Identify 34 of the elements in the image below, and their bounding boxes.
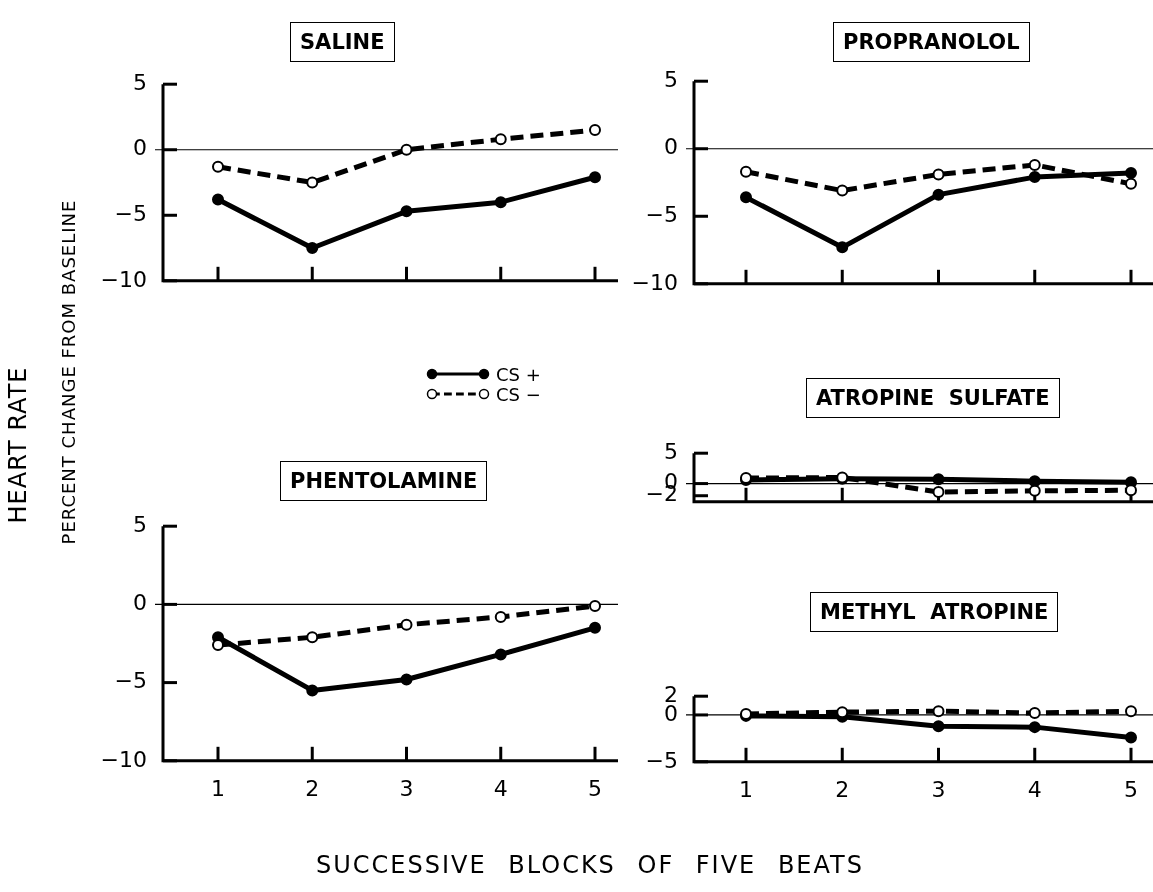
y-tick-label: −10 xyxy=(100,266,147,292)
x-tick-label: 4 xyxy=(493,775,508,801)
y-tick-label: −5 xyxy=(645,201,678,227)
x-tick-label: 1 xyxy=(211,775,225,801)
y-tick-label: 0 xyxy=(133,135,147,161)
chart-title: PHENTOLAMINE xyxy=(280,461,488,501)
y-tick-label: −5 xyxy=(114,668,147,694)
x-tick-label: 5 xyxy=(1124,776,1138,802)
x-axis-title: SUCCESSIVE BLOCKS OF FIVE BEATS xyxy=(316,851,864,879)
legend-label: CS + xyxy=(496,363,541,385)
chart-title: PROPRANOLOL xyxy=(833,22,1030,62)
y-tick-label: 5 xyxy=(664,66,678,92)
x-tick-label: 4 xyxy=(1027,776,1042,802)
y-tick-label: −5 xyxy=(114,200,147,226)
legend-label: CS − xyxy=(496,383,541,405)
x-tick-label: 1 xyxy=(739,776,753,802)
y-tick-label: 0 xyxy=(133,590,147,616)
chart-title: SALINE xyxy=(290,22,395,62)
chart-title: METHYL ATROPINE xyxy=(810,592,1059,632)
x-tick-label: 2 xyxy=(305,775,320,801)
x-tick-label: 5 xyxy=(588,775,602,801)
x-tick-label: 2 xyxy=(835,776,850,802)
y-tick-label: 0 xyxy=(664,134,678,160)
x-tick-label: 3 xyxy=(399,775,414,801)
x-tick-label: 3 xyxy=(931,776,946,802)
text: HEART RATE xyxy=(4,366,32,524)
y-tick-label: −10 xyxy=(631,269,678,295)
y-tick-label: 5 xyxy=(133,511,147,537)
y-tick-label: 5 xyxy=(133,69,147,95)
y-axis-title: PERCENT CHANGE FROM BASELINE xyxy=(57,199,79,545)
y-tick-label: −10 xyxy=(100,746,147,772)
y-tick-label: 5 xyxy=(664,438,678,464)
y-tick-label: −5 xyxy=(645,747,678,773)
chart-title: ATROPINE SULFATE xyxy=(806,378,1060,418)
